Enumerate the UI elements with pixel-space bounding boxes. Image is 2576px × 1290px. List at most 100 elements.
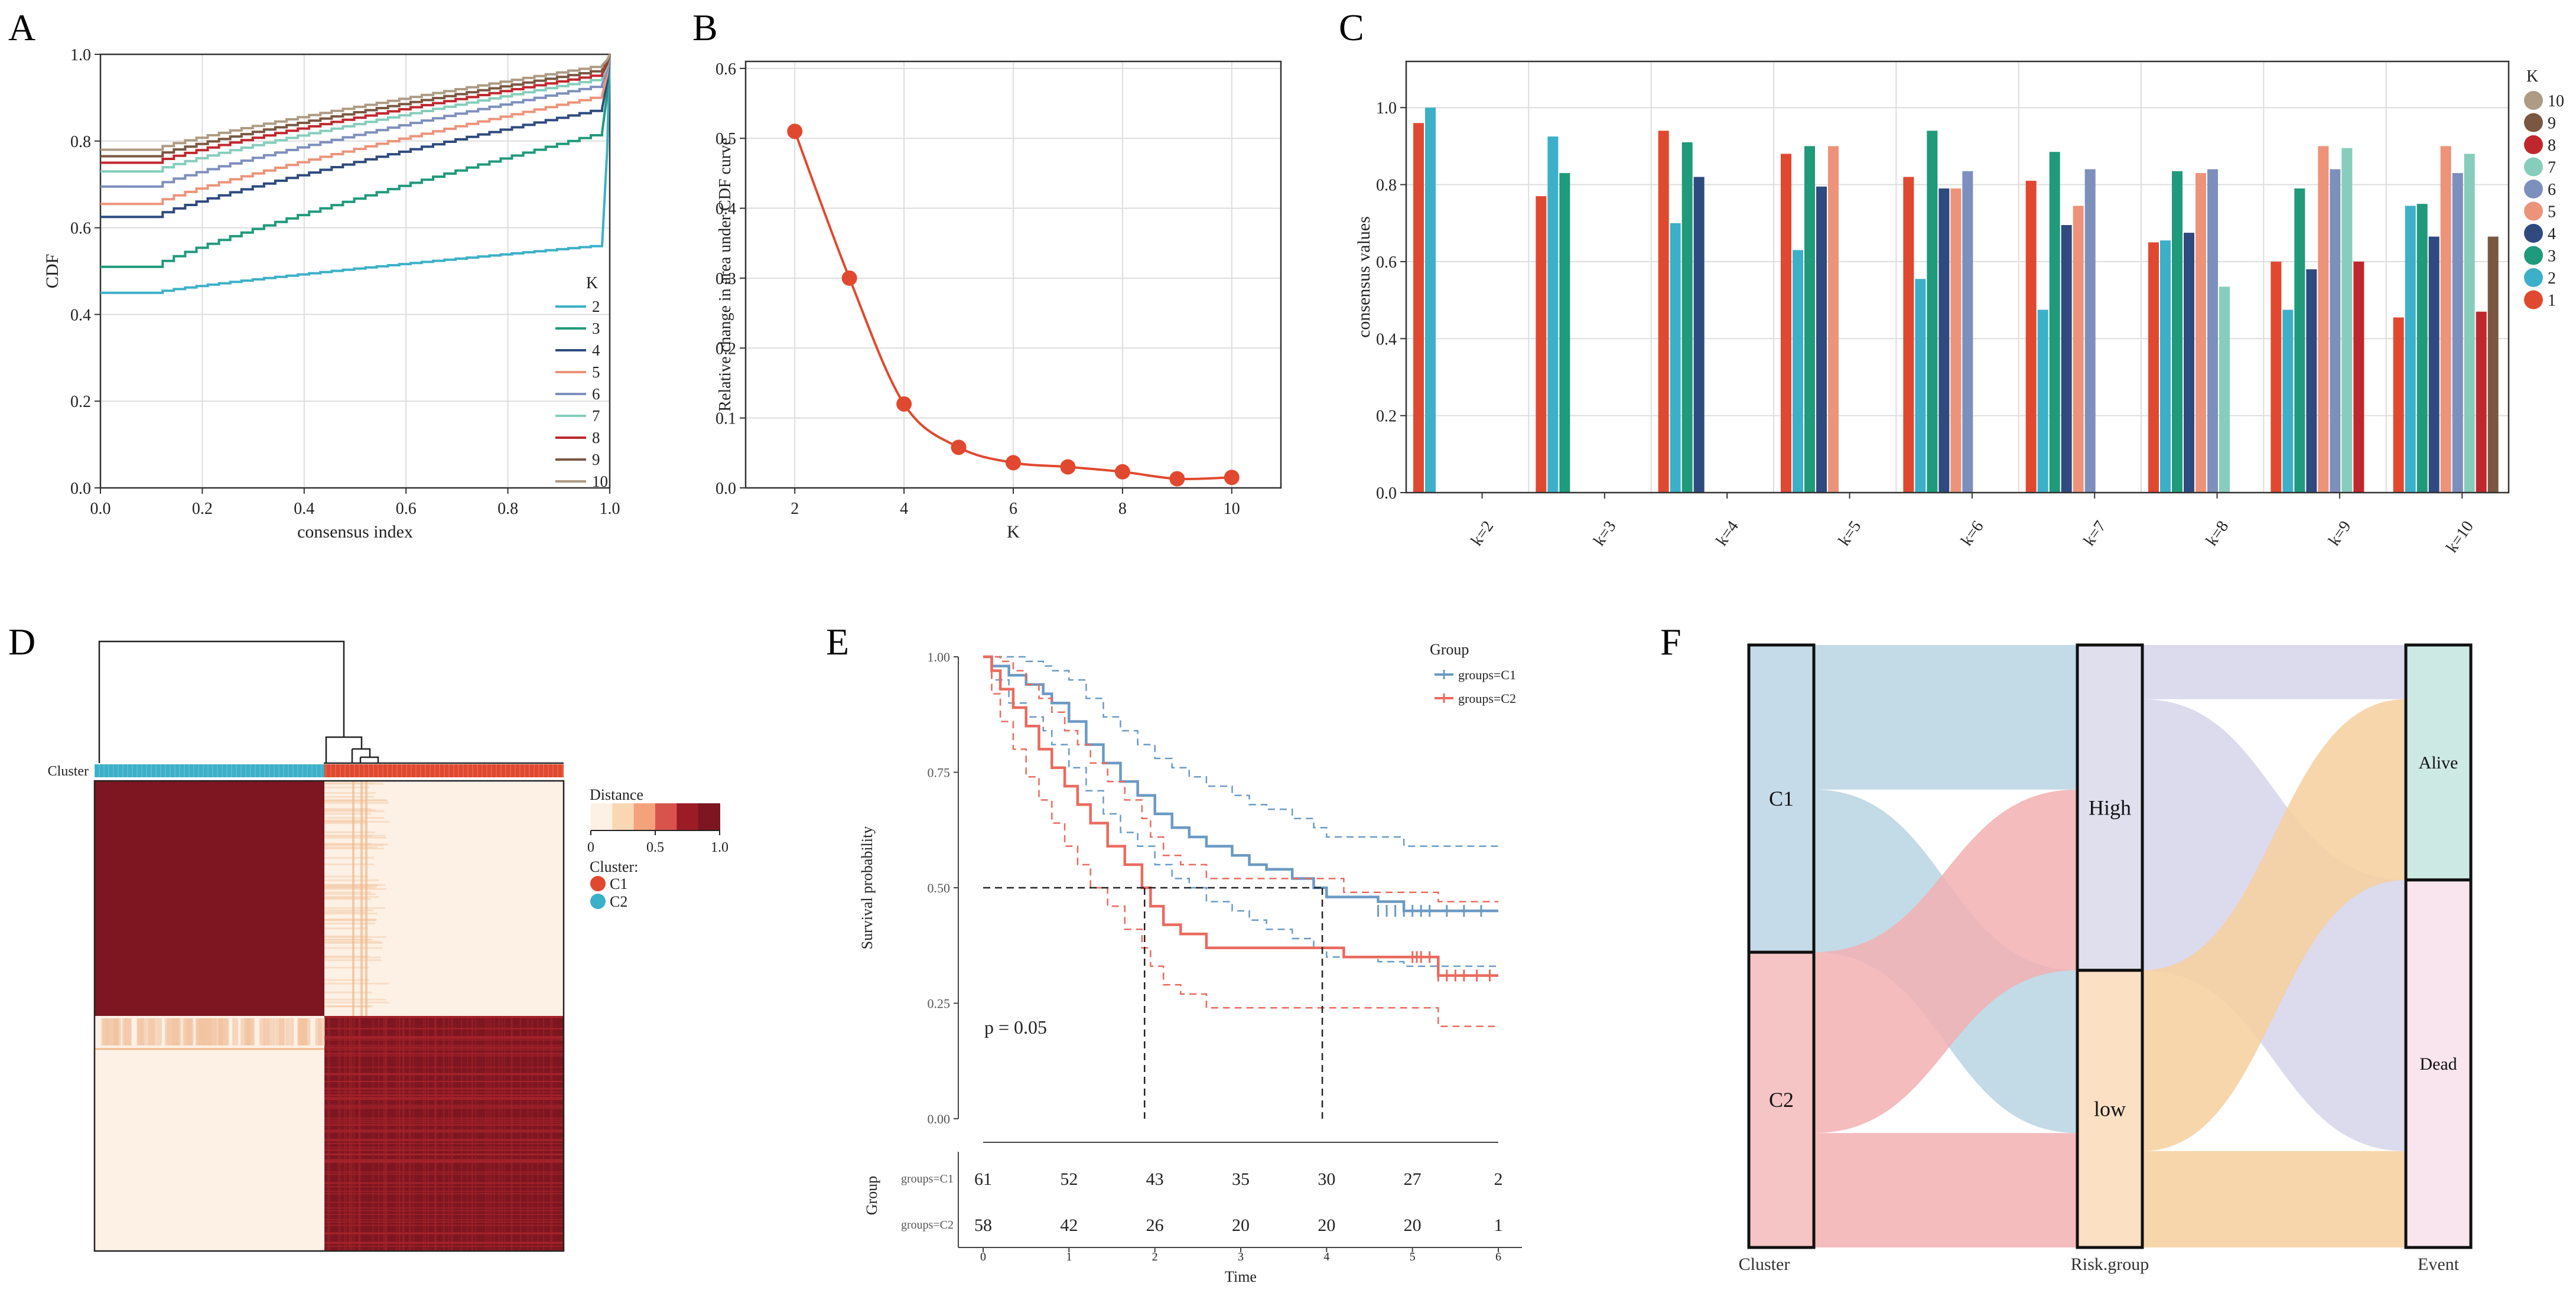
heatmap-noise (385, 1016, 387, 1251)
panel-letter: C (1339, 6, 1364, 48)
dendrogram-subtree (324, 736, 564, 764)
legend-dot-6 (2524, 180, 2543, 198)
heatmap-noise (359, 1016, 360, 1251)
x-tick-label: 10 (1224, 500, 1240, 518)
y-tick-label: 0.6 (70, 220, 91, 238)
cdf-curve-k8 (100, 54, 611, 164)
heatmap-noise (551, 1016, 553, 1251)
heatmap-noise (324, 831, 375, 833)
heatmap-noise (324, 955, 369, 957)
heatmap-noise (450, 1016, 452, 1251)
ci-lower-groups=C1 (983, 656, 1498, 968)
y-tick-label: 0.3 (715, 270, 736, 288)
heatmap-noise (324, 846, 378, 849)
heatmap-noise (324, 891, 372, 894)
data-point (1006, 455, 1021, 471)
heatmap-noise (324, 991, 372, 993)
heatmap-noise (324, 809, 376, 812)
data-point (1224, 470, 1240, 486)
risk-count: 1 (1494, 1216, 1503, 1235)
cdf-curve-k7 (100, 54, 611, 173)
heatmap-noise (424, 1016, 426, 1251)
heatmap-noise (352, 781, 354, 1016)
bar-k=6-cluster5 (1950, 188, 1962, 493)
heatmap-noise (123, 1018, 132, 1045)
heatmap-noise (324, 807, 372, 810)
risk-x-tick-label: 4 (1323, 1250, 1329, 1263)
heatmap-noise (467, 1016, 469, 1251)
y-tick-label: 0.4 (70, 306, 91, 324)
x-axis-label: K (1007, 522, 1020, 542)
y-tick-label: 0.0 (1376, 484, 1397, 503)
heatmap-noise (543, 1016, 545, 1251)
node-Dead (2404, 878, 2473, 1249)
heatmap-noise (324, 998, 386, 1001)
cluster-legend-label: C1 (610, 875, 627, 892)
heatmap-noise (324, 897, 367, 899)
heatmap-noise (413, 1016, 415, 1251)
heatmap-noise (324, 909, 374, 911)
legend-label: 8 (2548, 136, 2556, 155)
y-tick-label: 0.1 (715, 410, 736, 428)
cdf-curve-k10 (100, 54, 611, 151)
risk-count: 61 (974, 1170, 992, 1189)
legend-dot-10 (2524, 91, 2543, 110)
legend-label: 7 (2548, 159, 2556, 177)
bar-k=9-cluster5 (2318, 146, 2329, 493)
risk-count: 35 (1232, 1170, 1250, 1189)
cluster-legend-title: Cluster: (590, 858, 638, 875)
heatmap-noise (199, 1018, 207, 1045)
node-label-High: High (2089, 796, 2131, 819)
x-tick-label: k=5 (1835, 517, 1865, 549)
flow-C2-to-High (1814, 789, 2077, 1133)
heatmap-noise (531, 1016, 533, 1251)
x-tick-label: 0.6 (396, 500, 417, 518)
risk-count: 26 (1146, 1216, 1164, 1235)
bar-k=4-cluster3 (1681, 142, 1693, 493)
heatmap-noise (174, 1018, 179, 1045)
data-point (896, 396, 912, 412)
heatmap-noise (324, 936, 386, 938)
cdf-curve-k3 (100, 54, 611, 268)
heatmap-noise (290, 1018, 294, 1045)
bar-k=10-cluster9 (2487, 236, 2499, 493)
risk-row-label: groups=C1 (901, 1172, 954, 1185)
heatmap-noise (324, 796, 375, 798)
bar-k=9-cluster8 (2353, 261, 2364, 493)
risk-count: 43 (1146, 1170, 1164, 1189)
cluster-bar-c2 (95, 764, 325, 777)
legend-dot-1 (2524, 290, 2543, 310)
dendrogram-branch (98, 640, 345, 763)
heatmap-noise (501, 1016, 503, 1251)
bar-k=9-cluster2 (2282, 310, 2294, 493)
y-tick-label: 0.6 (715, 60, 736, 79)
bar-k=8-cluster1 (2148, 242, 2159, 493)
y-tick-label: 0.5 (715, 130, 736, 148)
node-label-Alive: Alive (2419, 753, 2458, 773)
heatmap-noise (324, 966, 369, 969)
heatmap-noise (549, 1016, 551, 1251)
x-tick-label: k=4 (1712, 517, 1742, 549)
legend-label: 10 (592, 473, 608, 490)
panel-f: F C1 C2 High low Alive Dead Cluster Risk.group Ev… (1660, 621, 2473, 1274)
bar-k=7-cluster3 (2049, 152, 2060, 493)
axis-label-Risk.group: Risk.group (2071, 1255, 2149, 1274)
heatmap-noise (324, 911, 367, 913)
axis-label-Cluster: Cluster (1739, 1255, 1790, 1274)
heatmap-noise (324, 791, 376, 794)
cluster-legend-dot-C2 (590, 894, 606, 909)
heatmap-noise (435, 1016, 437, 1251)
heatmap-noise (324, 979, 369, 981)
panel-b: B 0.0 0.1 0.2 0.3 0.4 0.5 0.6 2 4 6 8 10 K Relative ch… (692, 6, 1282, 542)
y-tick-label: 0.25 (928, 996, 951, 1011)
bar-k=9-cluster6 (2330, 169, 2341, 493)
data-point (1169, 471, 1185, 487)
risk-count: 20 (1318, 1216, 1335, 1235)
heatmap-noise (147, 1018, 155, 1045)
x-tick-label: 0.8 (497, 500, 518, 518)
legend-label: 4 (592, 341, 600, 359)
heatmap-noise (402, 1016, 404, 1251)
bar-k=3-cluster1 (1536, 196, 1547, 493)
bar-k=2-cluster1 (1413, 123, 1424, 493)
